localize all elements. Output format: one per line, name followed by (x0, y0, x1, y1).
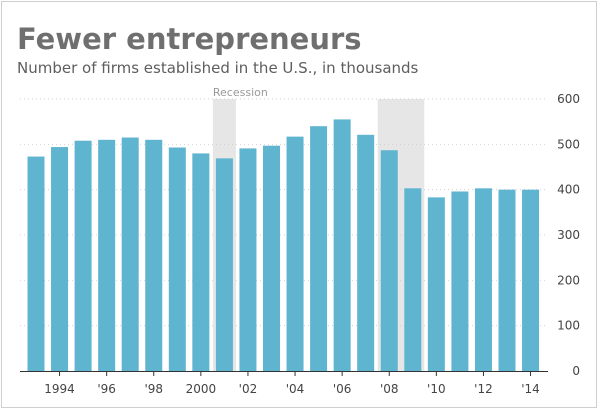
bar-2007 (357, 134, 375, 371)
y-tick-label-400: 400 (557, 183, 580, 197)
x-tick-label-4: 2000 (186, 382, 217, 396)
bar-1999 (168, 147, 186, 371)
x-tick-label-10: '12 (474, 382, 493, 396)
bar-2004 (286, 136, 304, 371)
y-tick-label-600: 600 (557, 92, 580, 106)
bar-2010 (427, 197, 445, 371)
x-tick-label-3: '98 (144, 382, 163, 396)
bar-1996 (98, 139, 116, 371)
bar-1993 (27, 156, 45, 371)
bar-1998 (145, 139, 163, 371)
x-tick-label-5: '02 (239, 382, 258, 396)
bar-2012 (474, 188, 492, 371)
bar-2013 (498, 189, 516, 371)
bar-1994 (51, 147, 69, 371)
x-tick-label-9: '10 (427, 382, 446, 396)
bar-2005 (310, 126, 328, 371)
y-tick-label-100: 100 (557, 319, 580, 333)
y-tick-label-500: 500 (557, 137, 580, 151)
x-tick-label-1: 1994 (44, 382, 75, 396)
bar-2003 (263, 145, 280, 371)
chart-title: Fewer entrepreneurs (17, 22, 362, 56)
y-tick-label-200: 200 (557, 273, 580, 287)
bar-2006 (333, 119, 351, 372)
y-tick-label-0: 0 (572, 364, 580, 378)
bar-2011 (451, 191, 469, 371)
x-tick-label-2: '96 (97, 382, 116, 396)
bar-2009 (404, 188, 422, 371)
bar-1997 (121, 137, 139, 371)
bar-2014 (522, 189, 540, 371)
bar-2000 (192, 153, 210, 371)
bar-2002 (239, 148, 257, 371)
x-tick-label-11: '14 (521, 382, 540, 396)
bar-1995 (74, 140, 92, 371)
x-tick-label-7: '06 (333, 382, 352, 396)
bar-2001 (215, 158, 233, 371)
bar-2008 (380, 150, 398, 371)
recession-annotation: Recession (213, 86, 268, 99)
chart-subtitle: Number of firms established in the U.S.,… (17, 59, 419, 77)
x-tick-label-6: '04 (286, 382, 305, 396)
y-tick-label-300: 300 (557, 228, 580, 242)
x-tick-label-8: '08 (380, 382, 399, 396)
